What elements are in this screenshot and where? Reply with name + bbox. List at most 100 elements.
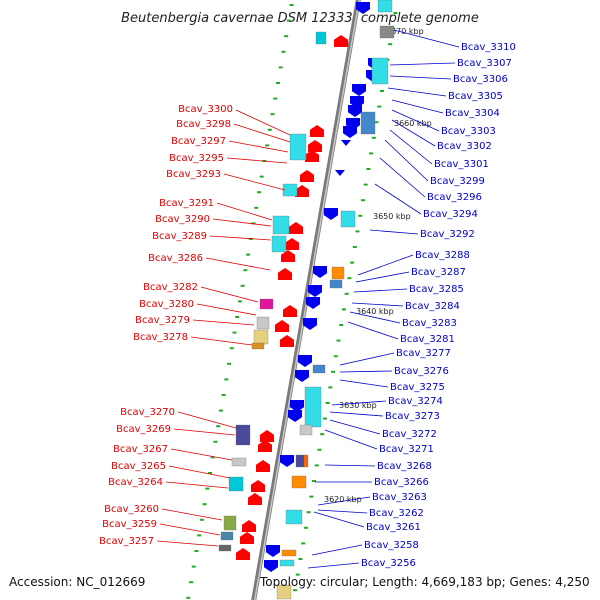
gene-feature [235, 424, 251, 446]
gene-label[interactable]: Bcav_3266 [374, 477, 429, 488]
gene-label[interactable]: Bcav_3304 [445, 108, 500, 119]
gene-feature [271, 235, 287, 253]
leader-line [355, 271, 410, 283]
forward-gene-arrow [266, 545, 280, 557]
tick-mark [293, 589, 298, 592]
gene-label[interactable]: Bcav_3264 [108, 477, 163, 488]
gene-label[interactable]: Bcav_3280 [139, 299, 194, 310]
right-gene-labels: Bcav_3310 Bcav_3307 Bcav_3306 Bcav_3305 … [361, 42, 516, 569]
leader-line [226, 157, 288, 164]
gene-feature [276, 584, 292, 600]
tick-mark [224, 378, 229, 381]
forward-gene-arrow [348, 105, 362, 117]
leader-line [228, 140, 289, 153]
leader-line [311, 544, 363, 556]
gene-label[interactable]: Bcav_3284 [405, 301, 460, 312]
tick-mark [213, 440, 218, 443]
leader-line [200, 286, 259, 303]
gene-feature [289, 133, 307, 161]
tick-mark [369, 152, 374, 155]
gene-feature [272, 215, 290, 235]
gene-label[interactable]: Bcav_3261 [366, 522, 421, 533]
leader-line [233, 123, 291, 143]
gene-label[interactable]: Bcav_3281 [400, 334, 455, 345]
gene-label[interactable]: Bcav_3259 [102, 519, 157, 530]
leader-line [339, 379, 389, 388]
gene-label[interactable]: Bcav_3298 [176, 119, 231, 130]
forward-gene-arrow [343, 126, 357, 138]
scale-label: 3620 kbp [324, 495, 362, 504]
gene-feature [340, 210, 356, 228]
gene-label[interactable]: Bcav_3257 [99, 536, 154, 547]
gene-feature [312, 364, 326, 374]
gene-label[interactable]: Bcav_3299 [430, 176, 485, 187]
gene-label[interactable]: Bcav_3285 [409, 284, 464, 295]
leader-line [317, 496, 371, 506]
gene-feature [291, 475, 307, 489]
gene-label[interactable]: Bcav_3302 [437, 141, 492, 152]
tick-mark [227, 362, 232, 365]
gene-label[interactable]: Bcav_3269 [116, 424, 171, 435]
gene-label[interactable]: Bcav_3295 [169, 153, 224, 164]
gene-label[interactable]: Bcav_3270 [120, 407, 175, 418]
gene-label[interactable]: Bcav_3296 [427, 192, 482, 203]
gene-feature [304, 386, 322, 428]
gene-label[interactable]: Bcav_3290 [155, 214, 210, 225]
gene-label[interactable]: Bcav_3291 [159, 198, 214, 209]
forward-gene-arrow [264, 560, 278, 572]
gene-label[interactable]: Bcav_3273 [385, 411, 440, 422]
gene-label[interactable]: Bcav_3262 [369, 508, 424, 519]
gene-label[interactable]: Bcav_3278 [133, 332, 188, 343]
tick-mark [314, 464, 319, 467]
gene-label[interactable]: Bcav_3282 [143, 282, 198, 293]
gene-label[interactable]: Bcav_3283 [402, 318, 457, 329]
gene-label[interactable]: Bcav_3293 [166, 169, 221, 180]
gene-label[interactable]: Bcav_3274 [388, 396, 443, 407]
gene-label[interactable]: Bcav_3288 [415, 250, 470, 261]
reverse-gene-arrow [258, 440, 272, 452]
tick-mark [352, 246, 357, 248]
gene-label[interactable]: Bcav_3272 [382, 429, 437, 440]
gene-label[interactable]: Bcav_3275 [390, 382, 445, 393]
gene-label[interactable]: Bcav_3307 [457, 58, 512, 69]
gene-label[interactable]: Bcav_3289 [152, 231, 207, 242]
gene-label[interactable]: Bcav_3267 [113, 444, 168, 455]
gene-label[interactable]: Bcav_3300 [178, 104, 233, 115]
gene-label[interactable]: Bcav_3286 [148, 253, 203, 264]
gene-label[interactable]: Bcav_3265 [111, 461, 166, 472]
leader-line [324, 429, 378, 450]
reverse-gene-arrow [251, 480, 265, 492]
reverse-gene-arrow [260, 430, 274, 442]
gene-label[interactable]: Bcav_3268 [377, 461, 432, 472]
gene-label[interactable]: Bcav_3263 [372, 492, 427, 503]
gene-label[interactable]: Bcav_3310 [461, 42, 516, 53]
tick-mark [295, 573, 300, 576]
tick-mark [278, 66, 283, 69]
gene-label[interactable]: Bcav_3287 [411, 267, 466, 278]
gene-label[interactable]: Bcav_3297 [171, 136, 226, 147]
gene-label[interactable]: Bcav_3271 [379, 444, 434, 455]
gene-label[interactable]: Bcav_3303 [441, 126, 496, 137]
leader-line [357, 254, 414, 276]
tick-mark [320, 433, 325, 436]
tick-mark [275, 82, 280, 84]
reverse-gene-arrow [308, 140, 322, 152]
gene-label[interactable]: Bcav_3292 [420, 229, 475, 240]
reverse-gene-arrow [295, 185, 309, 197]
gene-label[interactable]: Bcav_3276 [394, 366, 449, 377]
forward-gene-arrow [290, 400, 304, 412]
gene-label[interactable]: Bcav_3258 [364, 540, 419, 551]
gene-label[interactable]: Bcav_3301 [434, 159, 489, 170]
gene-label[interactable]: Bcav_3279 [135, 315, 190, 326]
gene-label[interactable]: Bcav_3256 [361, 558, 416, 569]
tick-mark [259, 175, 264, 178]
gene-label[interactable]: Bcav_3260 [104, 504, 159, 515]
gene-feature [281, 549, 297, 557]
gene-label[interactable]: Bcav_3306 [453, 74, 508, 85]
gene-label[interactable]: Bcav_3277 [396, 348, 451, 359]
tick-mark [322, 417, 327, 420]
gene-feature [371, 57, 389, 85]
gene-label[interactable]: Bcav_3294 [423, 209, 478, 220]
leader-line [391, 119, 436, 147]
gene-label[interactable]: Bcav_3305 [448, 91, 503, 102]
